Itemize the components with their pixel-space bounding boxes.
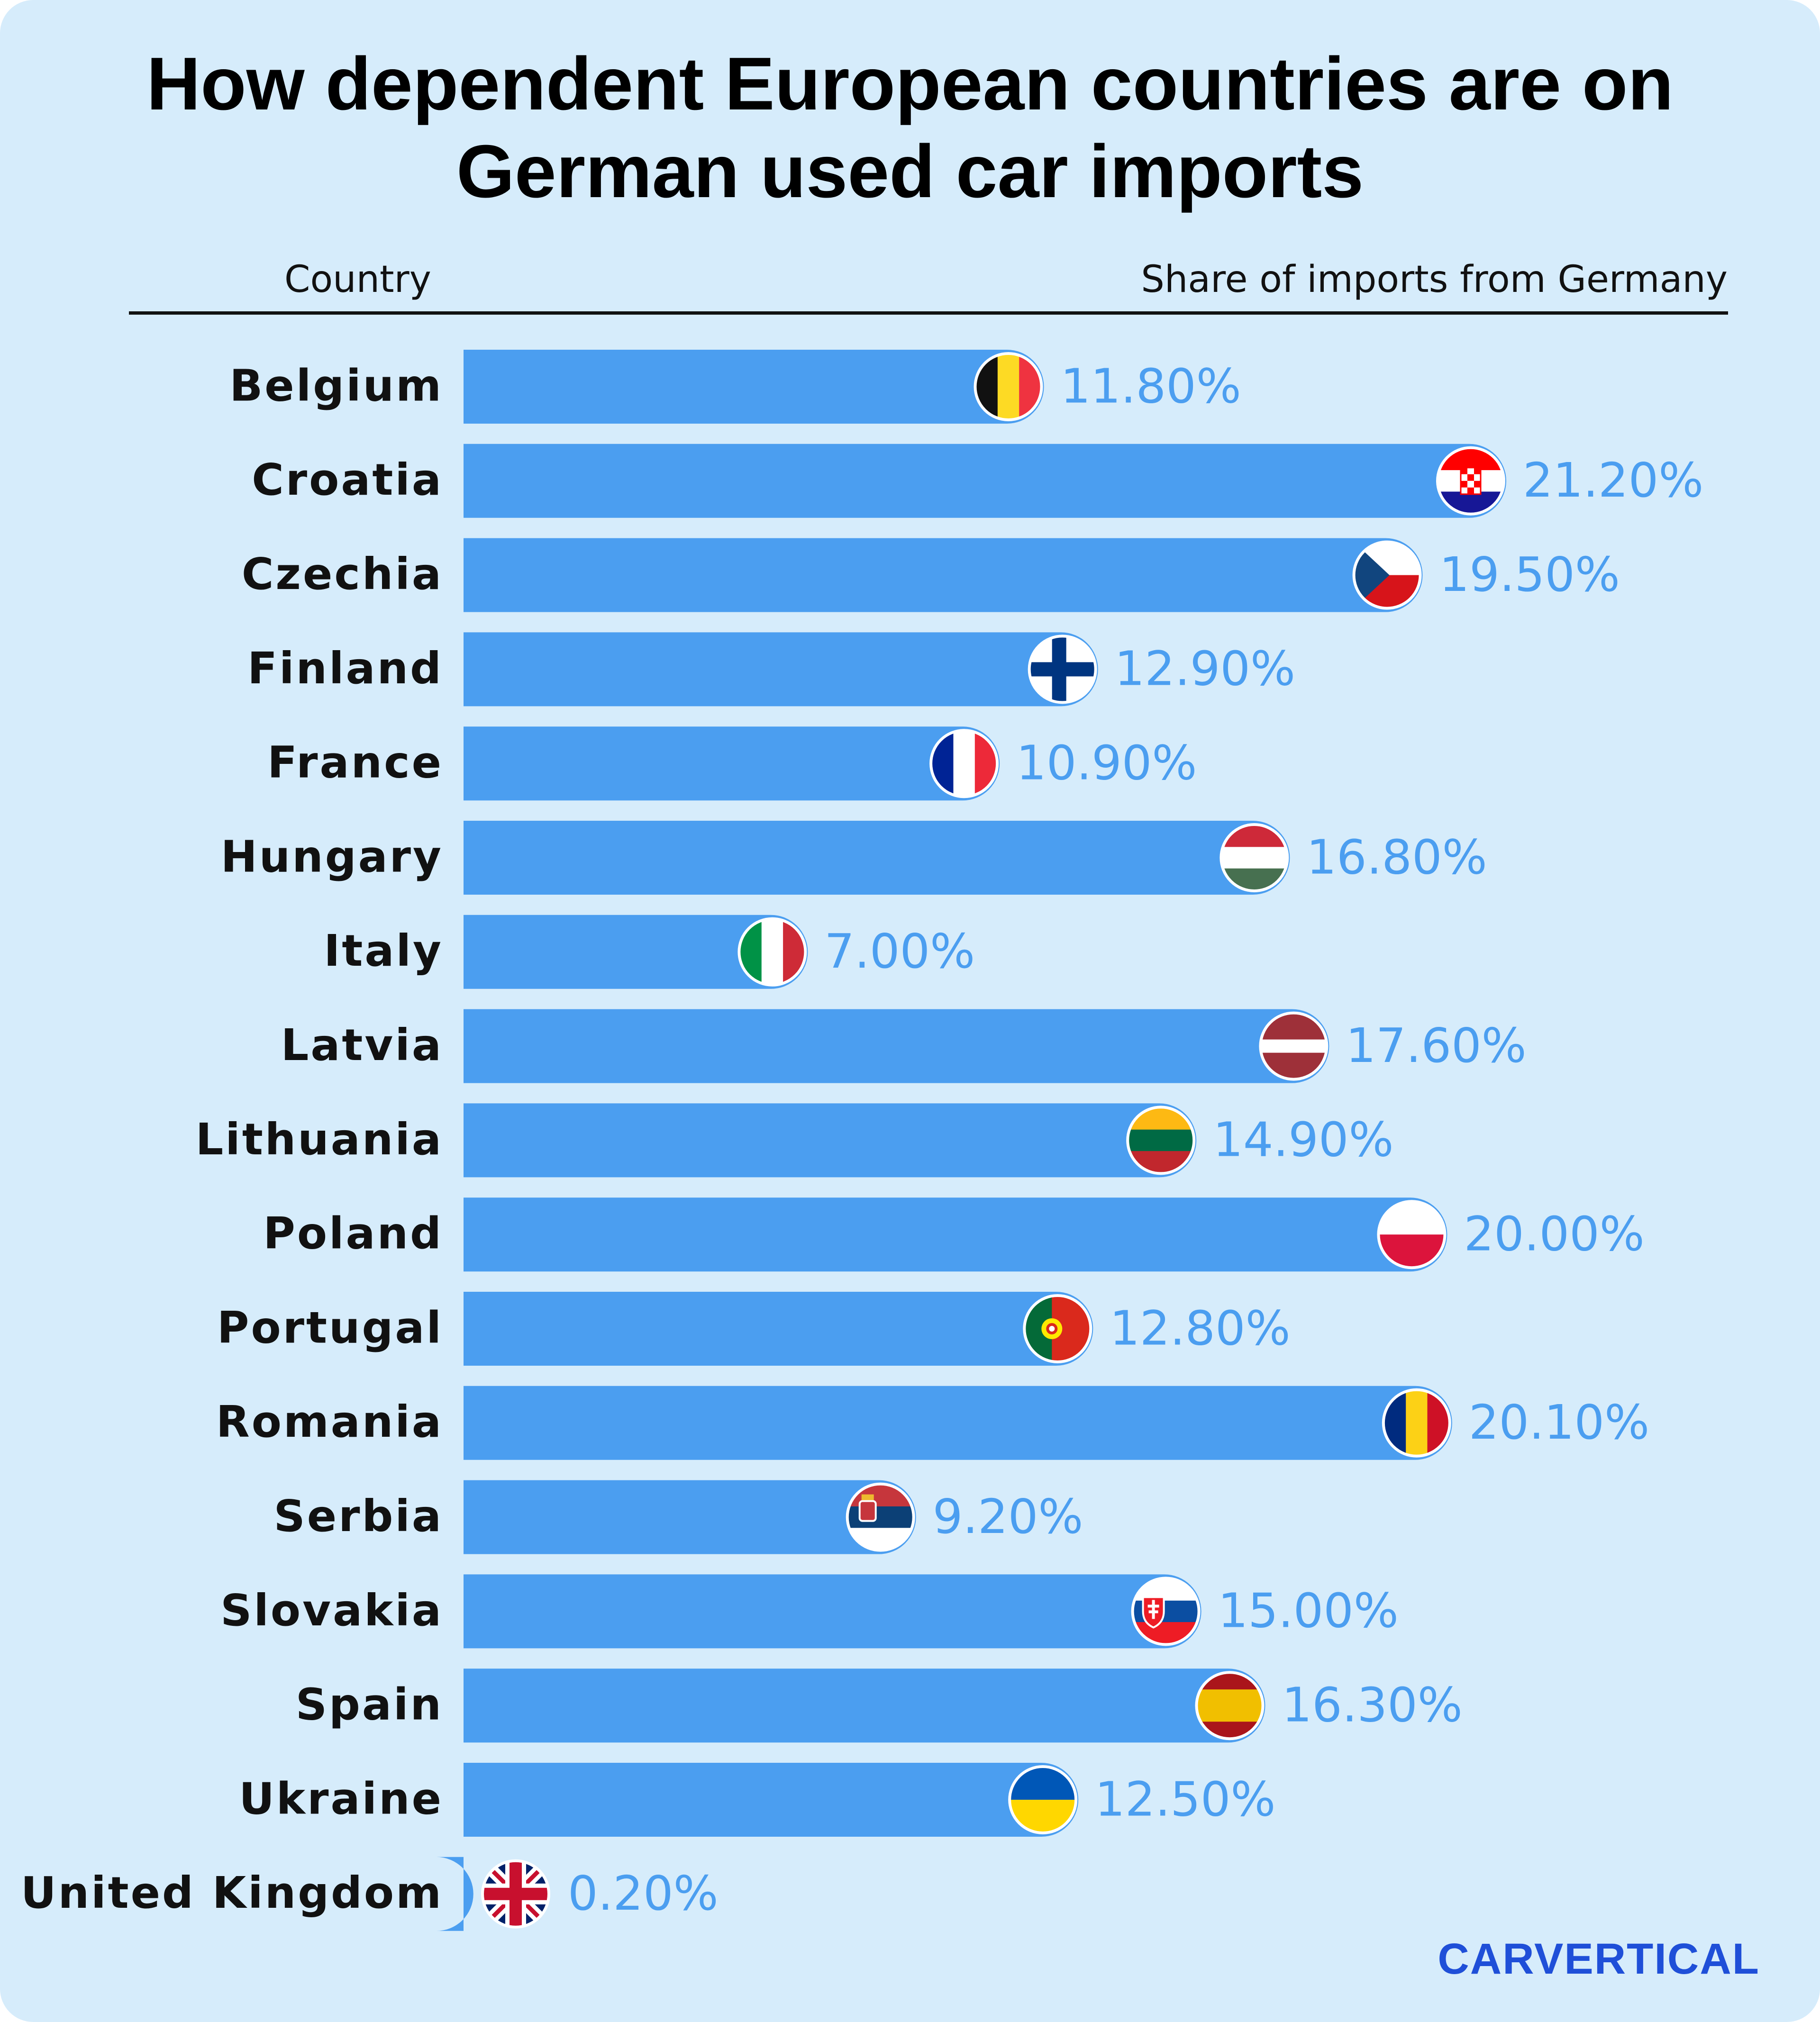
flag-ring bbox=[1377, 1200, 1447, 1269]
country-label: Italy bbox=[324, 925, 443, 976]
value-label: 12.80% bbox=[1110, 1300, 1290, 1356]
brand-logo: carVertical bbox=[1438, 1935, 1760, 1983]
bar bbox=[464, 1292, 1093, 1366]
country-label: United Kingdom bbox=[21, 1868, 443, 1918]
bar bbox=[436, 1857, 473, 1931]
country-label: France bbox=[267, 737, 443, 788]
slovakia-flag-icon bbox=[1133, 1579, 1198, 1644]
flag-ring bbox=[974, 352, 1043, 421]
bar bbox=[464, 1763, 1079, 1837]
chart-title-line-2: German used car imports bbox=[456, 130, 1364, 213]
value-label: 9.20% bbox=[933, 1489, 1083, 1544]
flag-ring bbox=[1259, 1011, 1329, 1081]
bar bbox=[464, 632, 1098, 707]
flag-ring bbox=[1023, 1294, 1092, 1363]
flag-ring bbox=[1126, 1106, 1196, 1175]
value-label: 14.90% bbox=[1213, 1112, 1393, 1168]
country-label: Belgium bbox=[229, 360, 443, 411]
country-label: Slovakia bbox=[220, 1585, 443, 1636]
flag-ring bbox=[1436, 446, 1505, 516]
country-label: Spain bbox=[296, 1679, 443, 1730]
value-label: 16.80% bbox=[1306, 829, 1487, 885]
value-label: 11.80% bbox=[1061, 358, 1241, 414]
bar bbox=[464, 1197, 1447, 1272]
country-label: Hungary bbox=[221, 831, 443, 882]
spain-flag-icon bbox=[1197, 1673, 1262, 1738]
flag-ring bbox=[1008, 1765, 1078, 1834]
value-label: 20.00% bbox=[1464, 1206, 1644, 1262]
value-label: 15.00% bbox=[1218, 1583, 1399, 1639]
bar bbox=[464, 1480, 916, 1554]
share-column-header: Share of imports from Germany bbox=[1141, 258, 1728, 301]
value-label: 21.20% bbox=[1523, 453, 1703, 508]
country-column-header: Country bbox=[284, 258, 431, 301]
country-label: Ukraine bbox=[239, 1773, 443, 1824]
flag-ring bbox=[1028, 635, 1097, 704]
country-label: Serbia bbox=[274, 1491, 444, 1541]
country-label: Croatia bbox=[252, 454, 443, 505]
value-label: 10.90% bbox=[1016, 735, 1197, 791]
flag-ring bbox=[929, 729, 999, 798]
flag-ring bbox=[481, 1859, 550, 1929]
flag-ring bbox=[1352, 540, 1422, 610]
value-label: 19.50% bbox=[1439, 547, 1620, 602]
value-label: 20.10% bbox=[1469, 1395, 1649, 1450]
bar bbox=[464, 1668, 1265, 1743]
country-label: Czechia bbox=[242, 549, 443, 599]
flag-ring bbox=[1195, 1671, 1265, 1741]
country-label: Portugal bbox=[217, 1302, 443, 1353]
bar bbox=[464, 538, 1423, 612]
finland-flag-icon bbox=[1030, 637, 1095, 702]
value-label: 12.50% bbox=[1095, 1771, 1275, 1827]
header-divider bbox=[129, 311, 1728, 315]
bar bbox=[464, 444, 1506, 518]
bar bbox=[464, 350, 1044, 424]
value-label: 7.00% bbox=[824, 924, 975, 979]
bar bbox=[464, 1009, 1329, 1083]
united-kingdom-flag-icon bbox=[483, 1861, 548, 1926]
bar bbox=[464, 1574, 1201, 1649]
flag-ring bbox=[1131, 1577, 1201, 1646]
bar bbox=[464, 821, 1290, 895]
country-label: Latvia bbox=[281, 1020, 443, 1070]
country-label: Romania bbox=[216, 1396, 443, 1447]
bar bbox=[464, 1386, 1452, 1460]
flag-ring bbox=[737, 917, 807, 987]
value-label: 17.60% bbox=[1346, 1018, 1526, 1073]
bar bbox=[464, 915, 808, 989]
country-label: Finland bbox=[247, 643, 443, 694]
chart-title-line-1: How dependent European countries are on bbox=[146, 42, 1674, 126]
flag-ring bbox=[846, 1482, 915, 1552]
value-label: 12.90% bbox=[1115, 641, 1295, 697]
flag-ring bbox=[1219, 823, 1289, 892]
bar bbox=[464, 1103, 1197, 1178]
value-label: 16.30% bbox=[1282, 1677, 1463, 1733]
flag-ring bbox=[1382, 1388, 1451, 1458]
latvia-flag-icon bbox=[1261, 1014, 1326, 1079]
bar bbox=[464, 726, 1000, 801]
country-label: Poland bbox=[263, 1208, 443, 1259]
chart-title: How dependent European countries are on … bbox=[0, 40, 1820, 216]
country-label: Lithuania bbox=[196, 1114, 443, 1165]
value-label: 0.20% bbox=[568, 1866, 719, 1921]
